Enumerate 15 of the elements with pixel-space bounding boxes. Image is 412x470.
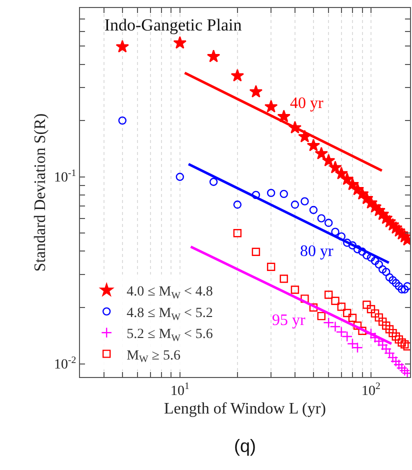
annotation: 40 yr — [290, 95, 324, 112]
y-tick-label: 10$^{-1}$ — [54, 168, 76, 186]
annotation: 95 yr — [272, 312, 306, 329]
x-axis-title: Length of Window L (yr) — [164, 400, 326, 418]
annotation: 80 yr — [300, 243, 334, 260]
y-axis-title: Standard Deviation S(R) — [32, 113, 49, 272]
legend-label: 4.0 ≤ M$_{W}$ < 4.8 — [126, 284, 213, 302]
text: Indo-Gangetic Plain — [104, 16, 242, 35]
x-tick-label: 10$^{2}$ — [362, 380, 381, 399]
x-tick-label: 10$^{1}$ — [170, 380, 190, 399]
y-tick-label: 10$^{-2}$ — [54, 354, 76, 373]
legend-label: 4.8 ≤ M$_{W}$ < 5.2 — [126, 306, 213, 323]
legend-label: M$_{W}$ ≥ 5.6 — [126, 348, 180, 366]
legend-label: 5.2 ≤ M$_{W}$ < 5.6 — [126, 327, 213, 344]
text: (q) — [234, 436, 256, 456]
